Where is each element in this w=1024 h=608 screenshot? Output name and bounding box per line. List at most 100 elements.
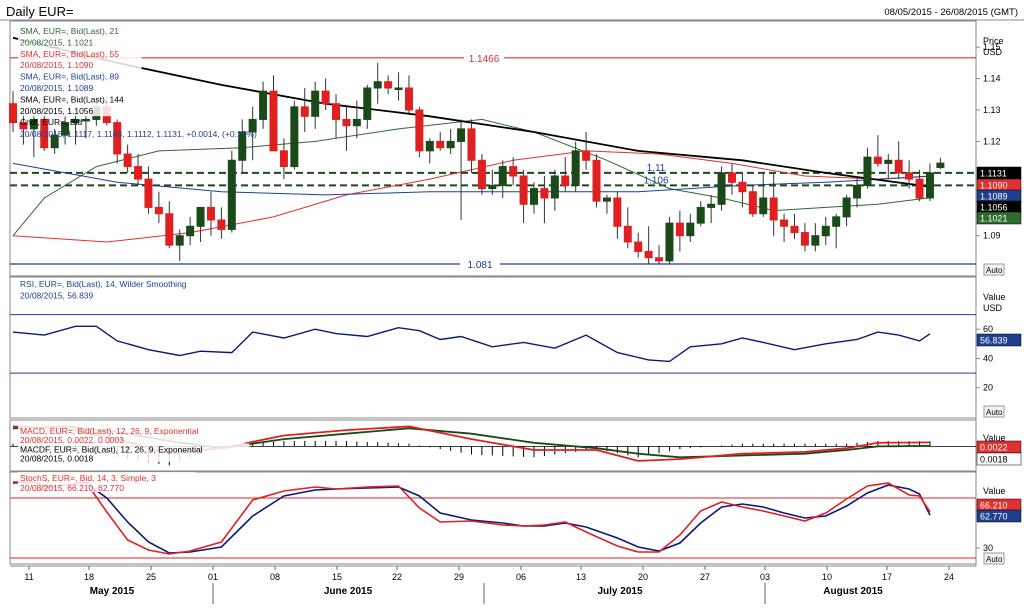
stoch-tick-label: 30 <box>983 543 993 553</box>
stoch-axis-title: Value <box>983 486 1005 496</box>
x-tick-label: 06 <box>516 572 526 582</box>
candle-body <box>498 166 507 186</box>
rsi-value-tag: 56.839 <box>980 336 1008 346</box>
candle-body <box>811 235 820 246</box>
price-auto-button[interactable]: Auto <box>983 263 1005 276</box>
rsi-plot: 60 40 20 <box>10 314 993 393</box>
candle-body <box>71 118 80 124</box>
candle-body <box>602 197 611 202</box>
chart-title: Daily EUR= <box>6 4 74 19</box>
macd-legend-line2: 20/08/2015, 0.0022, 0.0003 <box>20 435 124 445</box>
candle-body <box>592 159 601 202</box>
rsi-value-tag-bg <box>976 333 1022 347</box>
sma-144-line <box>12 36 931 188</box>
rsi-auto-button[interactable]: Auto <box>983 405 1005 418</box>
x-tick-label: 03 <box>760 572 770 582</box>
candle-body <box>217 219 226 230</box>
price-legend-line2: 20/08/2015, 1.1089 <box>20 83 94 93</box>
candle-body <box>477 159 486 190</box>
stoch-legend-line1: StochS, EUR=, Bid, 14, 3, Simple, 3 <box>20 473 156 483</box>
candle-body <box>154 206 163 215</box>
candle-body <box>717 172 726 205</box>
stoch-auto-label: Auto <box>986 555 1003 564</box>
price-plot: 1.15 1.14 1.13 1.12 1.09 1.1466 1.081 1.111.106 <box>9 36 1001 271</box>
candle-body <box>123 153 132 168</box>
candle-body <box>675 222 684 237</box>
candle-body <box>915 178 924 199</box>
price-axis-unit: USD <box>983 47 1003 57</box>
candle-body <box>290 106 299 168</box>
candle-body <box>9 103 17 124</box>
price-value-tag-bg <box>976 211 1022 225</box>
candle-body <box>165 213 174 246</box>
candle-body <box>342 118 351 127</box>
rsi-legend-line1: RSI, EUR=, Bid(Last), 14, Wilder Smoothi… <box>20 279 187 289</box>
candle-body <box>248 118 257 133</box>
rsi-line <box>12 325 931 363</box>
stoch-auto-button[interactable]: Auto <box>983 552 1005 565</box>
candle-body <box>884 159 893 164</box>
candle-body <box>644 250 653 259</box>
level-label-3: 1.106 <box>643 175 668 186</box>
x-month-label: May 2015 <box>90 586 135 597</box>
candle-body <box>623 225 632 243</box>
candle-body <box>29 118 38 130</box>
candle-body <box>332 103 341 120</box>
candle-body <box>540 188 549 199</box>
stoch-plot: 30 <box>10 481 993 559</box>
x-tick-label: 22 <box>392 572 402 582</box>
candle-body <box>925 172 934 199</box>
level-label-bg-1 <box>460 258 500 269</box>
rsi-tick-label: 20 <box>983 383 993 393</box>
price-tick-label: 1.15 <box>983 42 1001 52</box>
price-legend-line1: SMA, EUR=, Bid(Last), 144 <box>20 94 124 104</box>
price-auto-label: Auto <box>986 266 1003 275</box>
stoch-legend-line2: 20/08/2015, 66.210, 62.770 <box>20 483 124 493</box>
x-tick-label: 15 <box>332 572 342 582</box>
rsi-legend-bg <box>18 278 230 301</box>
candle-body <box>363 87 372 120</box>
level-label-1: 1.081 <box>467 260 492 271</box>
candle-body <box>790 225 799 234</box>
price-legend-line1: SMA, EUR=, Bid(Last), 89 <box>20 72 119 82</box>
x-tick-label: 11 <box>24 572 33 582</box>
price-legend-bg <box>18 70 142 94</box>
x-month-label: August 2015 <box>823 586 883 597</box>
price-value-tag: 1.1021 <box>980 214 1008 224</box>
candle-body <box>686 222 695 237</box>
candle-body <box>696 206 705 224</box>
rsi-axis-title: Value <box>983 292 1005 302</box>
candle-body <box>905 172 914 180</box>
macd-legend-line1: MACD, EUR=, Bid(Last), 12, 26, 9, Expone… <box>20 426 198 436</box>
candle-body <box>373 81 382 89</box>
candle-body <box>561 175 570 186</box>
stoch-d-value-tag: 62.770 <box>980 512 1008 522</box>
candle-body <box>81 118 90 122</box>
candle-body <box>259 90 268 120</box>
price-value-tag: 1.1089 <box>980 192 1008 202</box>
x-tick-label: 17 <box>882 572 892 582</box>
candle-body <box>738 181 747 193</box>
candle-body <box>842 197 851 218</box>
candle-body <box>394 87 403 90</box>
level-label-bg-0 <box>464 51 504 63</box>
candle-body <box>873 156 882 164</box>
candle-body <box>50 134 59 149</box>
candle-body <box>40 118 49 149</box>
price-value-tag: 1.1131 <box>980 169 1007 179</box>
candle-body <box>446 140 455 149</box>
x-tick-label: 24 <box>944 572 954 582</box>
candle-legend-line2: 20/08/2015, 1.1117, 1.1148, 1.1112, 1.11… <box>20 129 257 139</box>
stoch-d-value-tag-bg <box>976 509 1022 523</box>
price-legend-bg <box>18 47 142 71</box>
x-tick-label: 18 <box>84 572 94 582</box>
candle-body <box>436 140 445 149</box>
x-axis: 11 18 25 01 08 15 22 29 06 13 20 27 03 10 17 24 May 2015… <box>10 565 976 604</box>
candle-body <box>832 216 841 227</box>
x-month-label: June 2015 <box>324 586 373 597</box>
macdf-value-tag: 0.0018 <box>980 455 1008 465</box>
rsi-tick-label: 60 <box>983 324 993 334</box>
